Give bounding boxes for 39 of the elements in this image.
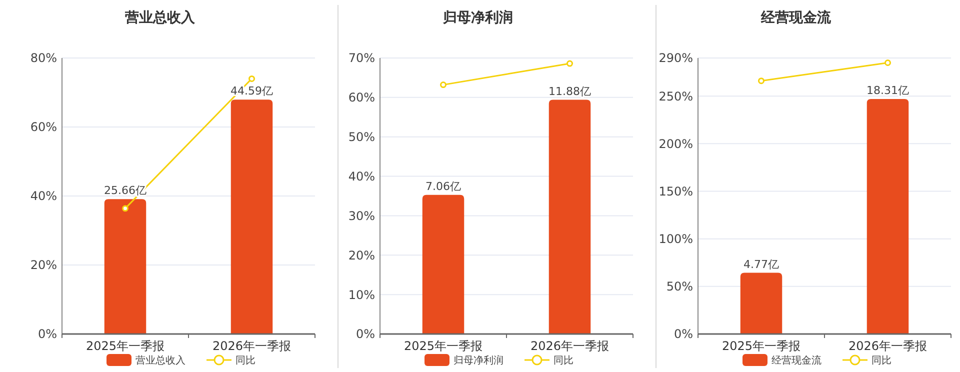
legend-label: 经营现金流 [772, 354, 822, 366]
y-tick-label: 40% [30, 189, 57, 204]
y-tick-label: 0% [38, 327, 57, 342]
y-tick-label: 20% [348, 248, 375, 262]
data-label: 4.77亿 [744, 258, 779, 271]
x-tick-label: 2025年一季报 [722, 339, 801, 353]
chart-title: 归母净利润 [442, 9, 513, 26]
y-tick-label: 200% [658, 136, 693, 151]
x-tick-label: 2026年一季报 [848, 339, 928, 353]
y-tick-label: 290% [658, 51, 693, 66]
data-label: 7.06亿 [426, 180, 461, 193]
x-tick-label: 2026年一季报 [212, 339, 292, 353]
y-tick-label: 80% [30, 51, 57, 66]
y-tick-label: 150% [658, 184, 693, 198]
y-tick-label: 0% [674, 327, 693, 342]
legend-label: 同比 [872, 354, 892, 366]
y-tick-label: 30% [348, 208, 375, 223]
y-tick-label: 50% [348, 130, 375, 144]
legend-label: 同比 [236, 354, 256, 366]
y-tick-label: 50% [666, 280, 693, 294]
legend-label: 营业总收入 [136, 354, 186, 366]
y-tick-label: 60% [30, 120, 57, 134]
chart-title: 营业总收入 [124, 10, 196, 26]
y-tick-label: 100% [658, 232, 693, 246]
y-tick-label: 0% [356, 327, 375, 342]
data-label: 11.88亿 [548, 84, 591, 98]
data-label: 18.31亿 [866, 84, 909, 97]
x-tick-label: 2025年一季报 [86, 339, 165, 353]
y-tick-label: 40% [348, 169, 375, 184]
y-tick-label: 250% [658, 89, 693, 104]
y-tick-label: 10% [348, 288, 375, 302]
legend-label: 同比 [554, 354, 574, 366]
x-tick-label: 2026年一季报 [530, 339, 610, 353]
x-tick-label: 2025年一季报 [404, 339, 483, 353]
y-tick-label: 70% [348, 51, 375, 66]
y-tick-label: 20% [30, 258, 57, 272]
legend-label: 归母净利润 [454, 354, 504, 366]
chart-title: 经营现金流 [760, 9, 832, 26]
y-tick-label: 60% [348, 90, 375, 105]
